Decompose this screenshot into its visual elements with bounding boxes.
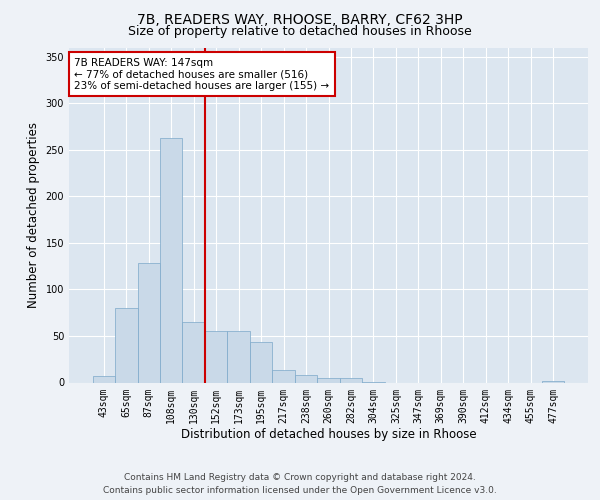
- Bar: [160, 138, 182, 382]
- Bar: [317, 378, 340, 382]
- Bar: [272, 370, 295, 382]
- Bar: [340, 378, 362, 382]
- Text: Contains HM Land Registry data © Crown copyright and database right 2024.
Contai: Contains HM Land Registry data © Crown c…: [103, 474, 497, 495]
- Bar: [227, 332, 250, 382]
- X-axis label: Distribution of detached houses by size in Rhoose: Distribution of detached houses by size …: [181, 428, 476, 441]
- Bar: [182, 322, 205, 382]
- Bar: [295, 375, 317, 382]
- Text: 7B READERS WAY: 147sqm
← 77% of detached houses are smaller (516)
23% of semi-de: 7B READERS WAY: 147sqm ← 77% of detached…: [74, 58, 329, 91]
- Bar: [137, 264, 160, 382]
- Text: Size of property relative to detached houses in Rhoose: Size of property relative to detached ho…: [128, 25, 472, 38]
- Bar: [92, 376, 115, 382]
- Text: 7B, READERS WAY, RHOOSE, BARRY, CF62 3HP: 7B, READERS WAY, RHOOSE, BARRY, CF62 3HP: [137, 12, 463, 26]
- Bar: [542, 380, 565, 382]
- Bar: [205, 332, 227, 382]
- Bar: [250, 342, 272, 382]
- Bar: [115, 308, 137, 382]
- Y-axis label: Number of detached properties: Number of detached properties: [27, 122, 40, 308]
